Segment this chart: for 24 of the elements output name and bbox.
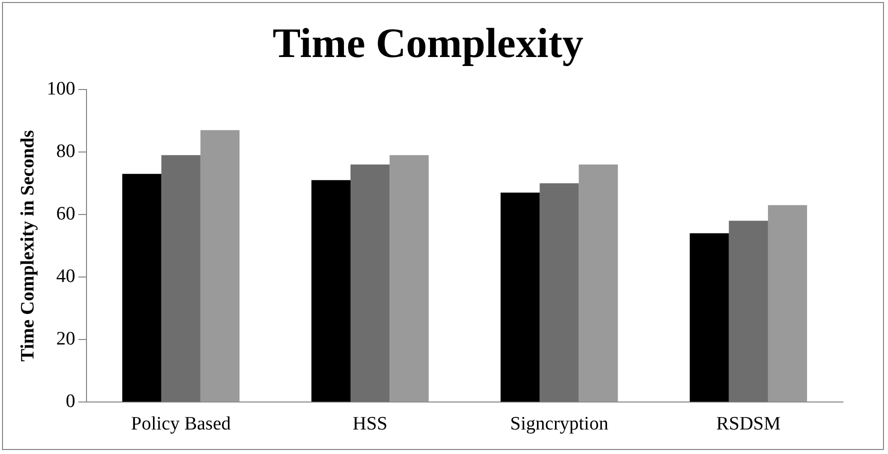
chart-title: Time Complexity (272, 21, 584, 68)
bar (122, 174, 162, 402)
bar (578, 164, 618, 402)
x-tick-label: Policy Based (131, 414, 232, 435)
bar (390, 155, 429, 402)
y-tick-label: 60 (56, 204, 76, 225)
bar (728, 220, 768, 402)
x-tick-label: RSDSM (716, 414, 781, 435)
y-tick-label: 80 (56, 140, 76, 162)
bar (311, 180, 351, 402)
bar (768, 205, 808, 402)
bar (200, 130, 240, 402)
y-tick-label: 20 (56, 328, 76, 350)
y-axis-title: Time Complexity in Seconds (17, 130, 38, 362)
bar (500, 192, 540, 402)
bar (161, 155, 200, 402)
bar (540, 183, 579, 402)
x-tick-label: Signcryption (510, 414, 609, 435)
y-tick-label: 100 (46, 78, 76, 100)
y-tick-label: 0 (66, 391, 76, 412)
bar (350, 164, 390, 402)
x-tick-label: HSS (352, 414, 388, 435)
bar (690, 233, 729, 402)
y-tick-label: 40 (56, 266, 76, 288)
